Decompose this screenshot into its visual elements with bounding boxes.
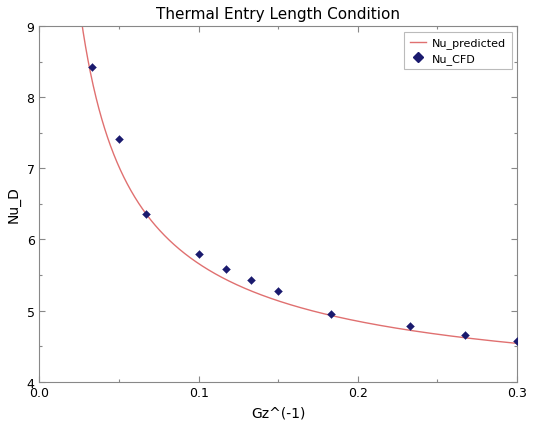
- Point: [460, 332, 469, 339]
- Point: [513, 338, 521, 345]
- X-axis label: Gz^(-1): Gz^(-1): [251, 405, 305, 419]
- Legend: Nu_predicted, Nu_CFD: Nu_predicted, Nu_CFD: [404, 33, 512, 70]
- Point: [88, 65, 96, 72]
- Point: [274, 288, 282, 294]
- Point: [222, 266, 230, 273]
- Point: [247, 277, 255, 284]
- Point: [406, 323, 415, 330]
- Y-axis label: Nu_D: Nu_D: [7, 186, 21, 223]
- Point: [326, 311, 335, 318]
- Point: [142, 211, 151, 218]
- Point: [194, 251, 203, 258]
- Title: Thermal Entry Length Condition: Thermal Entry Length Condition: [156, 7, 400, 22]
- Point: [115, 136, 123, 143]
